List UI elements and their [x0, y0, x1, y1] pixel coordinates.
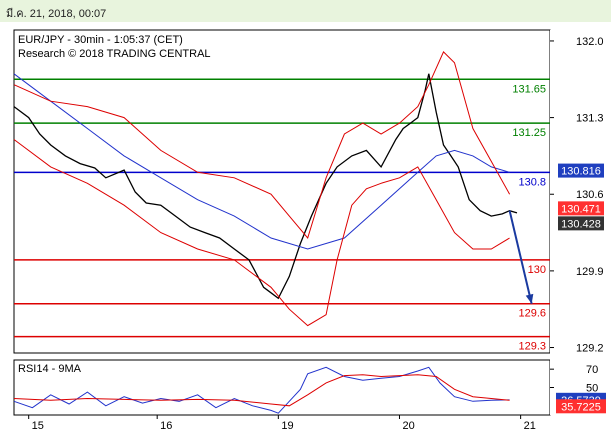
rsi-tick-label: 50 [586, 383, 598, 395]
level-label: 131.65 [512, 83, 546, 95]
series-band-upper [13, 51, 511, 240]
series-ma [13, 73, 510, 250]
x-tick-label: 20 [402, 420, 414, 432]
y-tick-label: 131.3 [576, 113, 604, 125]
rsi-series-rsi [13, 366, 510, 414]
timestamp: มี.ค. 21, 2018, 00:07 [6, 8, 107, 20]
chart-title: EUR/JPY - 30min - 1:05:37 (CET) [18, 34, 183, 46]
price-tag-box [558, 163, 604, 178]
forecast-arrow-head [525, 293, 534, 304]
level-label: 130.8 [518, 176, 546, 188]
x-tick-label: 15 [32, 420, 44, 432]
level-label: 130 [528, 264, 546, 276]
y-tick-label: 132.0 [576, 36, 604, 48]
x-tick-label: 16 [160, 420, 172, 432]
series-band-lower [13, 139, 510, 327]
rsi-tag-label: 35.7225 [561, 401, 601, 413]
price-tag-label: 130.816 [561, 166, 601, 178]
y-tick-label: 129.2 [576, 343, 604, 355]
price-tag-box [558, 216, 604, 231]
chart-subtitle: Research © 2018 TRADING CENTRAL [18, 48, 211, 60]
rsi-plot-frame [13, 359, 551, 416]
y-tick-label: 129.9 [576, 266, 604, 278]
price-tag-box [558, 201, 604, 216]
rsi-tick-label: 70 [586, 364, 598, 376]
price-tag-label: 130.471 [561, 203, 601, 215]
main-plot-frame [13, 29, 551, 354]
level-label: 129.3 [518, 341, 546, 353]
rsi-tag-box [556, 399, 606, 414]
rsi-series-rsi-ma [13, 374, 510, 407]
level-label: 131.25 [512, 127, 546, 139]
x-tick-label: 21 [524, 420, 536, 432]
price-tag-label: 130.428 [561, 218, 601, 230]
forecast-arrow-shaft [508, 210, 533, 304]
x-tick-label: 19 [281, 420, 293, 432]
y-tick-label: 130.6 [576, 189, 604, 201]
timestamp-bar: มี.ค. 21, 2018, 00:07 [0, 0, 611, 22]
rsi-label: RSI14 - 9MA [18, 363, 82, 375]
level-label: 129.6 [518, 308, 546, 320]
